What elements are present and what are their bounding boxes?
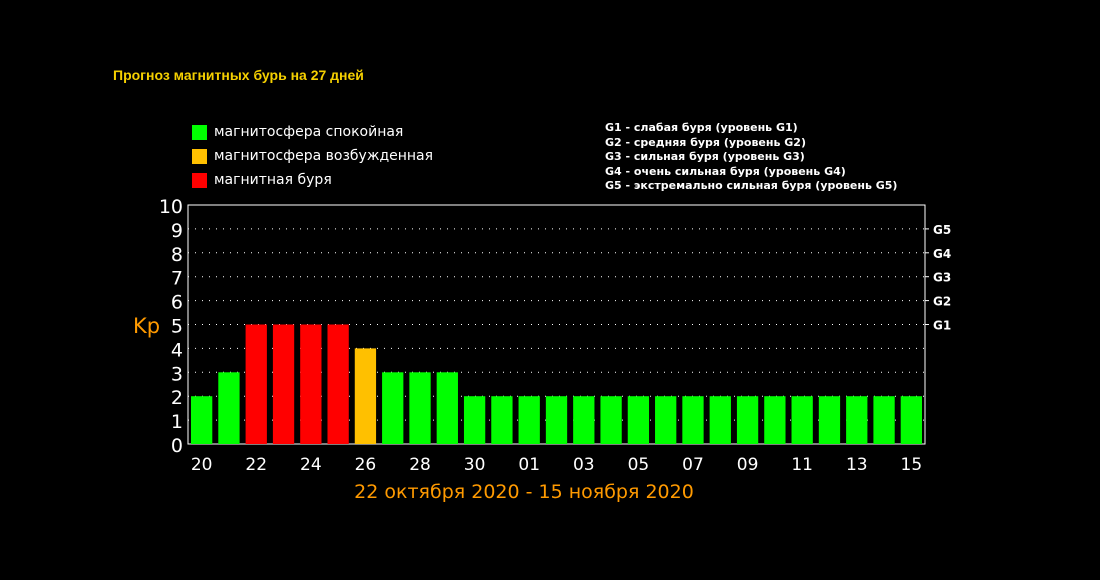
x-tick-label: 28: [409, 455, 431, 475]
bar-29: [436, 372, 458, 444]
bar-27: [382, 372, 404, 444]
bar-01: [518, 396, 540, 444]
x-tick-label: 07: [682, 455, 704, 475]
legend-swatch: [192, 124, 207, 140]
bar-03: [573, 396, 595, 444]
g-level-tick-label: G4: [933, 247, 951, 261]
bar-09: [736, 396, 759, 444]
y-tick-label: 1: [171, 411, 183, 433]
x-tick-label: 01: [518, 455, 540, 475]
bar-08: [709, 396, 731, 444]
g-legend-item: G4 - очень сильная буря (уровень G4): [605, 164, 846, 178]
x-tick-label: 03: [573, 455, 595, 475]
g-legend-item: G1 - слабая буря (уровень G1): [605, 121, 798, 134]
y-tick-label: 6: [171, 292, 183, 314]
y-axis-label: Kp: [133, 314, 160, 338]
legend-item-calm: магнитосфера спокойная: [192, 120, 433, 144]
bar-15: [900, 396, 922, 444]
x-tick-label: 24: [300, 455, 322, 475]
x-tick-label: 15: [901, 455, 923, 475]
g-level-tick-label: G3: [933, 271, 951, 285]
bar-22: [245, 324, 267, 444]
y-tick-label: 2: [171, 387, 183, 409]
bar-26: [354, 348, 377, 444]
y-tick-label: 10: [159, 196, 183, 218]
y-tick-label: 4: [171, 339, 183, 361]
bar-21: [218, 372, 240, 444]
x-tick-label: 20: [191, 455, 213, 475]
chart-title: Прогноз магнитных бурь на 27 дней: [113, 67, 364, 83]
x-axis-label: 22 октября 2020 - 15 ноября 2020: [354, 481, 694, 503]
bar-28: [409, 372, 431, 444]
g-legend-item: G2 - средняя буря (уровень G2): [605, 135, 806, 149]
legend-label: магнитосфера возбужденная: [214, 148, 434, 164]
legend-item-excited: магнитосфера возбужденная: [192, 144, 433, 168]
x-tick-label: 09: [737, 455, 759, 475]
y-tick-label: 5: [171, 316, 183, 338]
g-level-tick-label: G5: [933, 223, 951, 237]
legend-item-storm: магнитная буря: [192, 168, 433, 192]
bar-14: [873, 396, 895, 444]
bar-24: [300, 324, 322, 444]
bar-07: [682, 396, 704, 444]
x-tick-label: 13: [846, 455, 868, 475]
y-tick-label: 7: [171, 268, 183, 290]
g-legend-item: G5 - экстремально сильная буря (уровень …: [605, 179, 898, 192]
y-tick-label: 3: [171, 363, 183, 385]
bar-12: [818, 396, 841, 444]
x-tick-label: 26: [355, 455, 377, 475]
y-tick-label: 8: [171, 244, 183, 266]
x-tick-label: 22: [245, 455, 267, 475]
legend-swatch: [192, 148, 207, 164]
bar-20: [191, 396, 213, 444]
y-tick-label: 9: [171, 220, 183, 242]
x-tick-label: 30: [464, 455, 486, 475]
bar-06: [655, 396, 677, 444]
legend-label: магнитная буря: [214, 172, 332, 188]
bar-04: [600, 396, 622, 444]
legend-swatch: [192, 172, 207, 188]
color-legend: магнитосфера спокойная магнитосфера возб…: [192, 120, 433, 192]
y-tick-label: 0: [171, 435, 183, 457]
x-tick-label: 05: [628, 455, 650, 475]
g-level-tick-label: G2: [933, 295, 951, 309]
bar-25: [327, 324, 349, 444]
bar-30: [463, 396, 486, 444]
bar-13: [846, 396, 868, 444]
legend-label: магнитосфера спокойная: [214, 124, 404, 140]
g-level-legend: G1 - слабая буря (уровень G1) G2 - средн…: [605, 121, 897, 194]
bar-31: [491, 396, 513, 444]
x-tick-label: 11: [791, 455, 813, 475]
g-level-tick-label: G1: [933, 319, 951, 333]
bar-05: [627, 396, 650, 444]
bar-02: [545, 396, 568, 444]
g-legend-item: G3 - сильная буря (уровень G3): [605, 150, 805, 163]
bar-23: [272, 324, 295, 444]
bar-10: [764, 396, 786, 444]
bar-11: [791, 396, 813, 444]
